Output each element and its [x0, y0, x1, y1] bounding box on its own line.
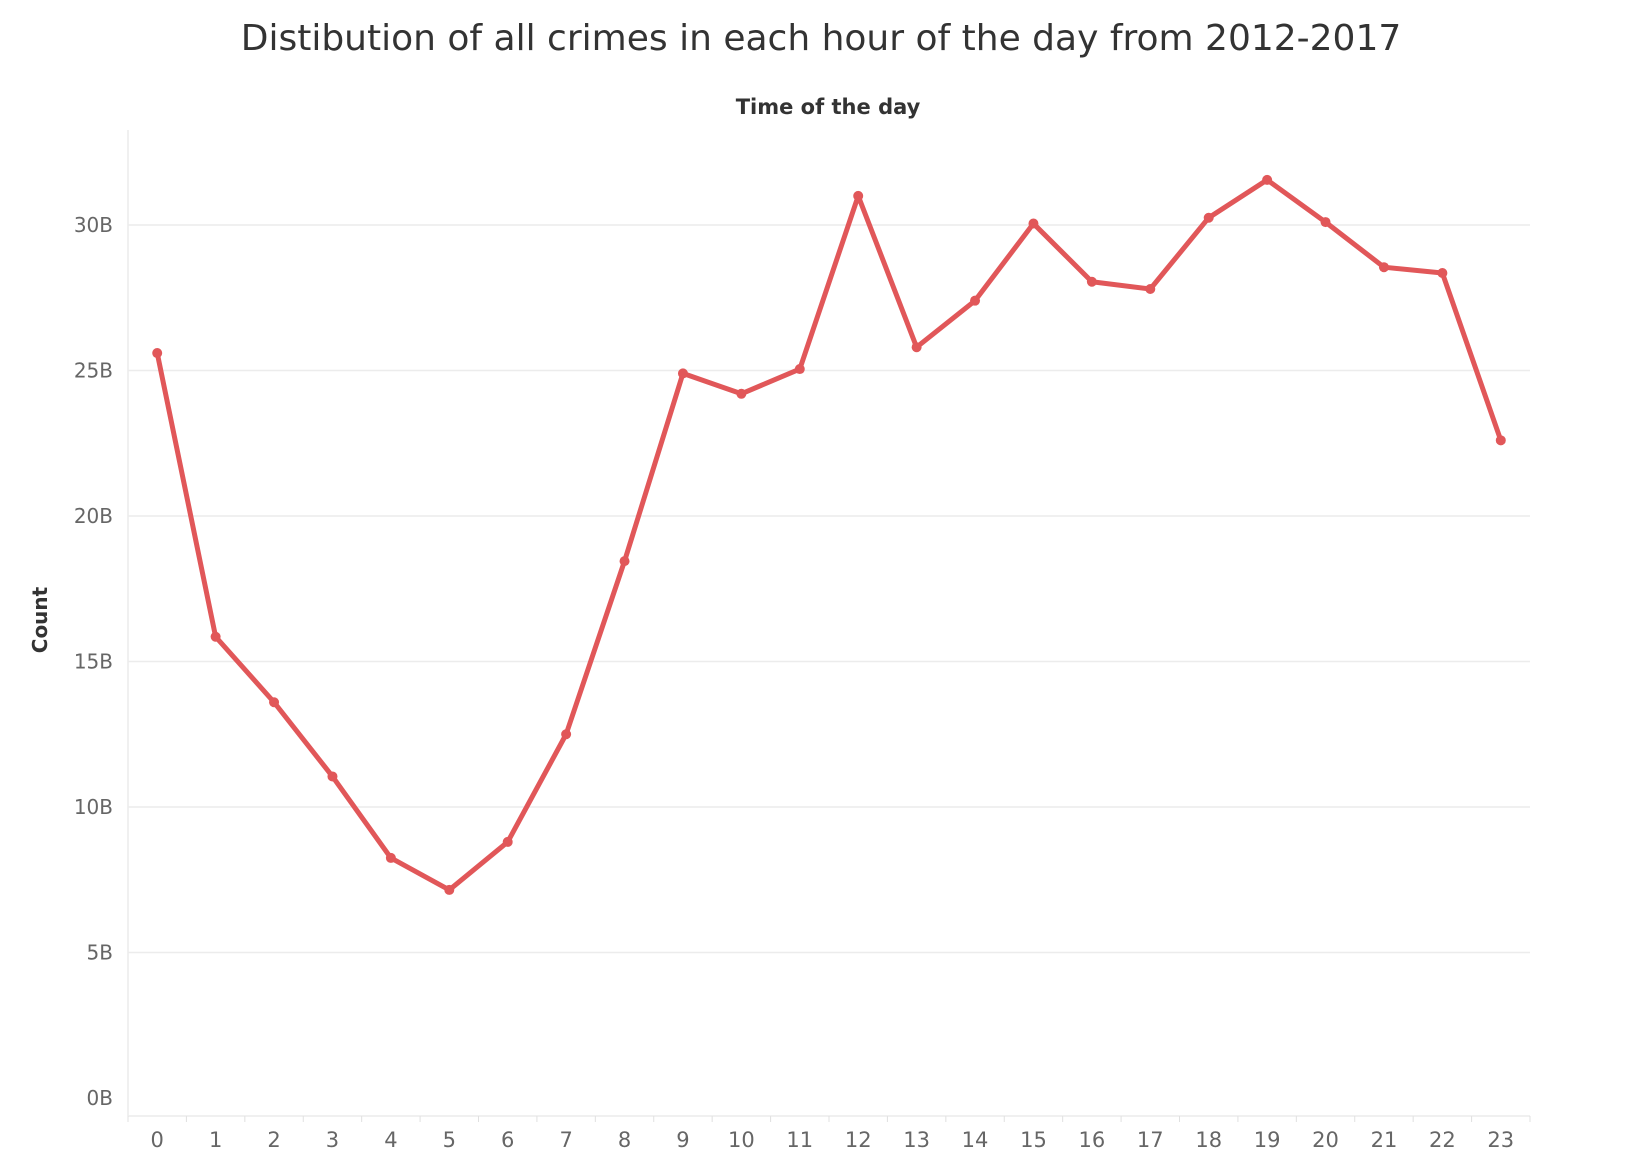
data-point[interactable] — [385, 852, 396, 863]
series — [152, 174, 1506, 895]
y-tick-label: 10B — [74, 795, 113, 819]
x-tick-label: 17 — [1137, 1128, 1164, 1152]
x-tick-label: 19 — [1254, 1128, 1281, 1152]
x-tick-label: 23 — [1487, 1128, 1514, 1152]
data-point[interactable] — [152, 348, 163, 359]
x-tick-label: 15 — [1020, 1128, 1047, 1152]
data-point[interactable] — [619, 556, 630, 567]
x-tick-label: 18 — [1195, 1128, 1222, 1152]
data-point[interactable] — [1437, 268, 1448, 279]
data-point[interactable] — [1378, 262, 1389, 273]
data-point[interactable] — [677, 368, 688, 379]
data-point[interactable] — [1145, 284, 1156, 295]
x-axis-label: Time of the day — [735, 95, 921, 119]
x-tick-label: 2 — [267, 1128, 280, 1152]
series-line — [154, 177, 1504, 893]
x-tick-label: 4 — [384, 1128, 397, 1152]
data-point[interactable] — [1203, 212, 1214, 223]
x-tick-label: 10 — [728, 1128, 755, 1152]
data-point[interactable] — [444, 884, 455, 895]
x-tick-label: 14 — [962, 1128, 989, 1152]
data-point[interactable] — [1028, 218, 1039, 229]
y-tick-label: 25B — [74, 359, 113, 383]
x-tick-label: 5 — [443, 1128, 456, 1152]
data-point[interactable] — [970, 295, 981, 306]
data-point[interactable] — [1262, 174, 1273, 185]
data-point[interactable] — [561, 729, 572, 740]
x-tick-label: 1 — [209, 1128, 222, 1152]
y-tick-label: 0B — [87, 1086, 113, 1110]
x-tick-label: 9 — [676, 1128, 689, 1152]
x-tick-label: 6 — [501, 1128, 514, 1152]
x-tick-label: 12 — [845, 1128, 872, 1152]
data-point[interactable] — [1320, 217, 1331, 228]
data-point[interactable] — [794, 364, 805, 375]
y-tick-label: 30B — [74, 213, 113, 237]
x-tick-label: 21 — [1371, 1128, 1398, 1152]
data-point[interactable] — [502, 836, 513, 847]
x-tick-label: 8 — [618, 1128, 631, 1152]
data-point[interactable] — [269, 697, 280, 708]
data-point[interactable] — [853, 190, 864, 201]
x-tick-label: 13 — [903, 1128, 930, 1152]
gridlines — [128, 224, 1530, 954]
y-tick-label: 5B — [87, 941, 113, 965]
y-tick-labels: 0B 5B 10B 15B 20B 25B 30B — [74, 213, 113, 1110]
data-point[interactable] — [1086, 276, 1097, 287]
data-point[interactable] — [210, 631, 221, 642]
x-tick-labels: 0 1 2 3 4 5 6 7 8 9 10 11 12 13 14 15 16 17 18 19 20 21 22 23 — [151, 1128, 1515, 1152]
x-tick-label: 11 — [786, 1128, 813, 1152]
data-point[interactable] — [327, 771, 338, 782]
x-tick-label: 0 — [151, 1128, 164, 1152]
axes — [127, 130, 1531, 1122]
x-tick-label: 22 — [1429, 1128, 1456, 1152]
data-point[interactable] — [736, 388, 747, 399]
x-tick-label: 20 — [1312, 1128, 1339, 1152]
y-tick-label: 20B — [74, 504, 113, 528]
data-point[interactable] — [911, 342, 922, 353]
data-point[interactable] — [1495, 435, 1506, 446]
y-tick-label: 15B — [74, 650, 113, 674]
chart-title: Distibution of all crimes in each hour o… — [240, 18, 1402, 59]
x-tick-label: 7 — [559, 1128, 572, 1152]
x-tick-label: 16 — [1079, 1128, 1106, 1152]
x-tick-label: 3 — [326, 1128, 339, 1152]
